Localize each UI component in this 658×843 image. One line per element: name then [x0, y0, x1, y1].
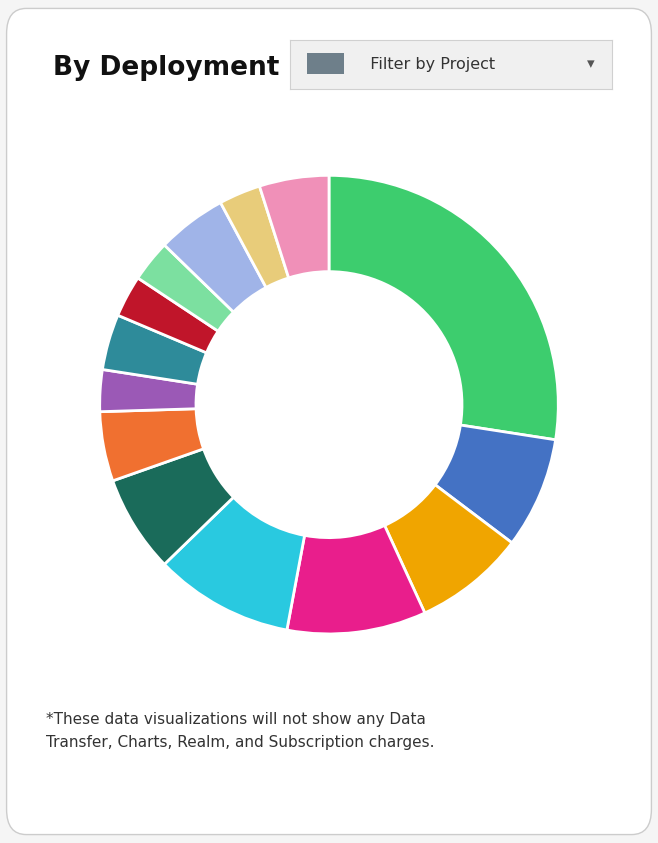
Wedge shape: [138, 245, 234, 331]
Wedge shape: [118, 278, 218, 353]
Text: *These data visualizations will not show any Data
Transfer, Charts, Realm, and S: *These data visualizations will not show…: [46, 712, 434, 749]
Wedge shape: [287, 525, 425, 634]
Wedge shape: [329, 175, 558, 440]
Wedge shape: [164, 497, 305, 630]
FancyBboxPatch shape: [307, 53, 344, 74]
Wedge shape: [220, 186, 289, 287]
Text: By Deployment: By Deployment: [53, 55, 279, 81]
Wedge shape: [100, 409, 203, 481]
Wedge shape: [435, 425, 555, 543]
Wedge shape: [164, 202, 266, 312]
Wedge shape: [113, 448, 234, 564]
Wedge shape: [384, 485, 512, 613]
Wedge shape: [259, 175, 329, 278]
Text: Filter by Project: Filter by Project: [361, 56, 495, 72]
Wedge shape: [103, 315, 207, 384]
Text: ▾: ▾: [587, 56, 595, 72]
Wedge shape: [100, 369, 197, 411]
